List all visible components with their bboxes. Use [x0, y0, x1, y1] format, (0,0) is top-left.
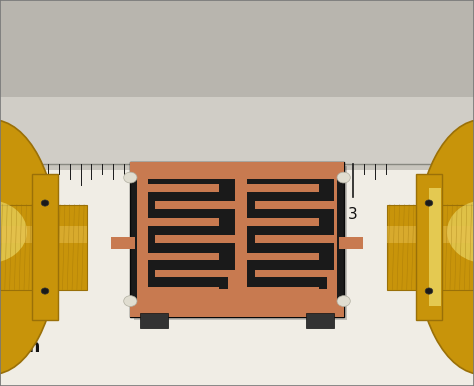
Text: 3: 3	[348, 207, 358, 222]
Ellipse shape	[447, 200, 474, 264]
Ellipse shape	[425, 200, 433, 206]
Ellipse shape	[425, 288, 433, 294]
Bar	[155, 235, 235, 243]
Text: 0: 0	[24, 207, 37, 225]
Bar	[429, 188, 441, 306]
Bar	[239, 179, 334, 299]
Bar	[387, 205, 474, 290]
Bar	[239, 179, 247, 299]
Bar	[155, 270, 235, 278]
Bar	[130, 162, 344, 178]
Bar	[239, 287, 319, 295]
Bar	[140, 218, 219, 226]
Ellipse shape	[0, 120, 58, 374]
Bar	[239, 252, 319, 260]
Bar	[239, 274, 246, 299]
Bar	[328, 274, 334, 299]
Bar	[0, 226, 86, 243]
Bar	[0, 0, 474, 164]
Ellipse shape	[41, 200, 49, 206]
Text: 2: 2	[239, 207, 249, 222]
Bar	[255, 201, 334, 209]
Bar	[228, 274, 235, 299]
Text: cm: cm	[11, 339, 41, 356]
Bar	[134, 166, 347, 320]
Bar	[0, 96, 474, 164]
Bar	[140, 289, 235, 299]
Bar	[255, 270, 334, 278]
Bar	[0, 205, 86, 290]
Bar	[155, 201, 235, 209]
Bar	[0, 164, 474, 386]
Bar	[140, 179, 148, 299]
Bar	[140, 179, 235, 299]
Bar	[0, 0, 474, 96]
Bar	[111, 237, 135, 249]
Ellipse shape	[124, 296, 137, 306]
Bar	[137, 178, 337, 301]
Bar	[0, 164, 474, 170]
Bar	[306, 313, 334, 328]
Bar	[140, 184, 219, 192]
Bar	[339, 237, 363, 249]
Ellipse shape	[124, 172, 137, 183]
Ellipse shape	[337, 172, 350, 183]
Bar	[130, 301, 344, 317]
Text: 1: 1	[130, 207, 140, 222]
Bar	[140, 252, 219, 260]
Bar	[255, 235, 334, 243]
Bar	[130, 162, 344, 317]
Bar	[416, 174, 442, 320]
Bar	[140, 287, 219, 295]
Bar	[140, 274, 146, 299]
Ellipse shape	[0, 200, 27, 264]
Ellipse shape	[337, 296, 350, 306]
Ellipse shape	[41, 288, 49, 294]
Bar	[140, 313, 168, 328]
Bar	[239, 218, 319, 226]
Bar	[387, 226, 474, 243]
Bar	[32, 174, 58, 320]
Bar	[239, 184, 319, 192]
Ellipse shape	[416, 120, 474, 374]
Bar	[239, 289, 334, 299]
